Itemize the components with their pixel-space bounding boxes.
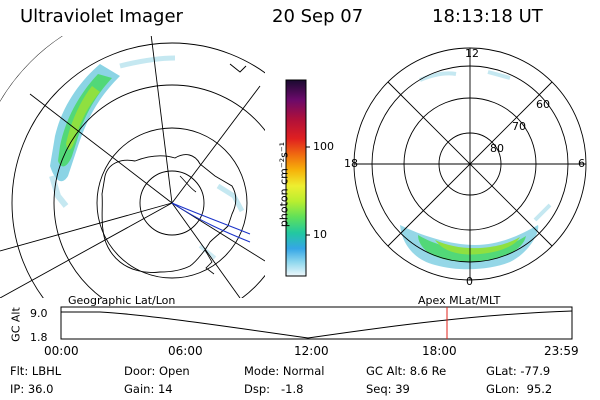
time-label-0000: 00:00 [44, 344, 79, 358]
mode-value: Mode: Normal [244, 364, 325, 378]
mlt-label-18: 18 [344, 157, 358, 170]
image-date: 20 Sep 07 [272, 6, 364, 27]
timeline-ylabel: GC Alt [9, 307, 23, 342]
time-label-1800: 18:00 [422, 344, 457, 358]
timeline-ymax: 9.0 [30, 307, 48, 320]
dsp-value: Dsp: -1.8 [244, 382, 304, 396]
glat-value: GLat: -77.9 [486, 364, 551, 378]
door-value: Door: Open [124, 364, 190, 378]
time-label-1200: 12:00 [294, 344, 329, 358]
timeline-ymin: 1.8 [30, 331, 48, 344]
mlat-label-60: 60 [536, 98, 550, 111]
mlat-label-80: 80 [490, 142, 504, 155]
ip-value: IP: 36.0 [10, 382, 54, 396]
polar-plot [353, 47, 587, 281]
mlt-label-0: 0 [466, 275, 473, 288]
altitude-curve [61, 310, 573, 339]
geographic-map [0, 36, 265, 298]
aurora-emission [49, 55, 245, 260]
mlt-label-6: 6 [578, 157, 585, 170]
colorbar-tick-10: 10 [313, 228, 327, 241]
continent-outline [101, 154, 237, 273]
polar-aurora-oval [400, 70, 552, 270]
altitude-timeline [60, 306, 573, 340]
colorbar-tick-100: 100 [313, 140, 334, 153]
time-label-2359: 23:59 [544, 344, 579, 358]
time-label-0600: 06:00 [168, 344, 203, 358]
seq-value: Seq: 39 [366, 382, 410, 396]
gc-alt-value: GC Alt: 8.6 Re [366, 364, 447, 378]
image-time: 18:13:18 UT [432, 6, 543, 27]
polar-plot-label: Apex MLat/MLT [418, 294, 501, 307]
satellite-track [171, 202, 251, 243]
filter-value: Flt: LBHL [10, 364, 62, 378]
colorbar-unit-label: photon cm⁻²s⁻¹ [277, 141, 291, 228]
left-map-label: Geographic Lat/Lon [68, 294, 176, 307]
intensity-colorbar [285, 79, 310, 277]
glon-value: GLon: 95.2 [486, 382, 553, 396]
gain-value: Gain: 14 [124, 382, 173, 396]
mlat-label-70: 70 [512, 120, 526, 133]
instrument-title: Ultraviolet Imager [20, 6, 183, 27]
mlt-label-12: 12 [465, 47, 479, 60]
